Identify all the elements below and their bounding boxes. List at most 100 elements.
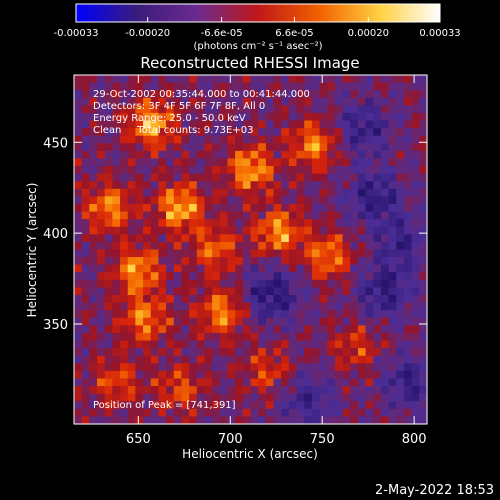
- heatmap-cell: [112, 203, 121, 213]
- heatmap-cell: [204, 143, 213, 152]
- heatmap-cell: [388, 287, 397, 296]
- chart-title: Reconstructed RHESSI Image: [140, 54, 359, 72]
- heatmap-cell: [120, 264, 129, 273]
- heatmap-cell: [288, 112, 298, 122]
- heatmap-cell: [258, 150, 267, 160]
- heatmap-cell: [342, 97, 351, 106]
- heatmap-cell: [74, 135, 83, 144]
- heatmap-cell: [296, 241, 305, 251]
- heatmap-cell: [196, 82, 206, 91]
- heatmap-cell: [419, 279, 428, 289]
- heatmap-cell: [357, 279, 367, 289]
- heatmap-cell: [173, 173, 183, 182]
- heatmap-cell: [334, 90, 344, 99]
- heatmap-cell: [158, 287, 167, 296]
- heatmap-cell: [166, 181, 175, 190]
- heatmap-cell: [388, 264, 397, 273]
- heatmap-cell: [411, 143, 420, 152]
- heatmap-cell: [396, 241, 405, 251]
- heatmap-cell: [196, 408, 206, 418]
- heatmap-cell: [166, 401, 175, 410]
- heatmap-cell: [288, 181, 298, 190]
- heatmap-cell: [258, 211, 267, 220]
- heatmap-cell: [380, 173, 390, 182]
- heatmap-cell: [74, 241, 83, 251]
- heatmap-cell: [342, 82, 351, 91]
- heatmap-cell: [273, 112, 282, 122]
- heatmap-cell: [327, 302, 336, 311]
- heatmap-cell: [288, 264, 298, 273]
- heatmap-cell: [127, 302, 136, 311]
- heatmap-cell: [166, 249, 175, 258]
- heatmap-cell: [227, 370, 236, 380]
- heatmap-cell: [357, 332, 367, 342]
- heatmap-cell: [150, 363, 160, 372]
- heatmap-cell: [403, 112, 413, 122]
- heatmap-cell: [319, 82, 328, 91]
- heatmap-cell: [396, 105, 405, 114]
- heatmap-cell: [403, 82, 413, 91]
- heatmap-cell: [327, 348, 336, 357]
- heatmap-cell: [319, 128, 328, 137]
- heatmap-cell: [74, 188, 83, 197]
- heatmap-cell: [120, 340, 129, 349]
- heatmap-cell: [189, 287, 198, 296]
- heatmap-cell: [81, 75, 90, 84]
- heatmap-cell: [235, 363, 244, 372]
- heatmap-cell: [258, 75, 267, 84]
- heatmap-cell: [258, 105, 267, 114]
- heatmap-cell: [357, 340, 367, 349]
- heatmap-cell: [81, 97, 90, 106]
- heatmap-cell: [296, 317, 305, 326]
- heatmap-cell: [319, 158, 328, 167]
- heatmap-cell: [143, 393, 152, 402]
- heatmap-cell: [373, 226, 382, 235]
- heatmap-cell: [150, 75, 160, 84]
- heatmap-cell: [304, 408, 313, 418]
- heatmap-cell: [281, 112, 290, 122]
- heatmap-cell: [388, 340, 397, 349]
- heatmap-cell: [419, 416, 428, 425]
- heatmap-cell: [150, 82, 160, 91]
- heatmap-cell: [219, 363, 229, 372]
- heatmap-cell: [365, 234, 374, 243]
- heatmap-cell: [327, 355, 336, 364]
- heatmap-cell: [388, 158, 397, 167]
- heatmap-cell: [150, 105, 160, 114]
- heatmap-cell: [311, 393, 321, 402]
- heatmap-cell: [319, 90, 328, 99]
- heatmap-cell: [158, 378, 167, 387]
- heatmap-cell: [135, 279, 144, 289]
- heatmap-cell: [365, 158, 374, 167]
- heatmap-cell: [143, 355, 152, 364]
- heatmap-cell: [411, 105, 420, 114]
- heatmap-cell: [357, 393, 367, 402]
- heatmap-cell: [357, 241, 367, 251]
- heatmap-cell: [311, 188, 321, 197]
- heatmap-cell: [219, 378, 229, 387]
- heatmap-cell: [373, 287, 382, 296]
- heatmap-cell: [327, 90, 336, 99]
- heatmap-cell: [212, 340, 221, 349]
- heatmap-cell: [388, 378, 397, 387]
- heatmap-cell: [273, 166, 282, 175]
- heatmap-cell: [258, 355, 267, 364]
- heatmap-cell: [258, 219, 267, 228]
- heatmap-cell: [365, 219, 374, 228]
- heatmap-cell: [242, 348, 252, 357]
- heatmap-cell: [181, 393, 190, 402]
- heatmap-cell: [373, 97, 382, 106]
- heatmap-cell: [74, 128, 83, 137]
- heatmap-cell: [380, 249, 390, 258]
- heatmap-cell: [319, 135, 328, 144]
- heatmap-cell: [189, 105, 198, 114]
- heatmap-cell: [288, 386, 298, 395]
- heatmap-cell: [304, 348, 313, 357]
- heatmap-cell: [112, 401, 121, 410]
- heatmap-cell: [419, 158, 428, 167]
- colorbar-tick-labels: -0.00033 -0.00020 -6.6e-05 6.6e-05 0.00020 0.…: [54, 28, 461, 39]
- heatmap-cell: [273, 386, 282, 395]
- heatmap-cell: [143, 97, 152, 106]
- heatmap-cell: [204, 393, 213, 402]
- heatmap-cell: [173, 143, 183, 152]
